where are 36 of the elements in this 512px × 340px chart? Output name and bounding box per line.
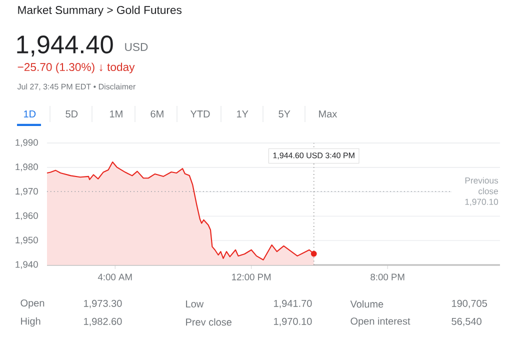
text: Low [186, 300, 204, 308]
y-tick-label: 1,970 [16, 188, 38, 196]
text: 1D [24, 110, 36, 118]
text: Open [20, 299, 44, 309]
text: 56,540 [452, 318, 482, 326]
text: 6M [150, 110, 164, 118]
text: Volume [350, 300, 384, 308]
chart-title: Market Summary > Gold Futures [18, 6, 182, 16]
text: 5D [66, 110, 78, 118]
text: Max [319, 110, 338, 118]
text: Open interest [350, 317, 410, 327]
text: 1,944.40 [17, 36, 113, 56]
text: YTD [190, 110, 210, 118]
text: 1,970.10 [274, 318, 312, 326]
ref-line-label: Previous close 1,970.10 [465, 177, 498, 206]
y-tick-label: 1,940 [16, 261, 38, 269]
x-tick-label: 12:00 PM [232, 274, 271, 280]
text: 1,941.70 [274, 300, 312, 308]
x-tick-label: 8:00 PM [370, 274, 404, 280]
text: 1M [110, 110, 122, 118]
text: 1Y [237, 110, 248, 118]
text: 190,705 [452, 300, 487, 308]
text: Jul 27, 3:45 PM EDT • Disclaimer [17, 84, 136, 90]
text: High [21, 317, 40, 327]
y-tick-label: 1,980 [16, 164, 38, 172]
text: 1,982.60 [84, 318, 122, 326]
text: Prev close [186, 318, 232, 326]
text: 1,973.30 [84, 300, 122, 308]
y-tick-label: 1,950 [16, 236, 38, 244]
y-tick-label: 1,960 [16, 212, 38, 220]
text: USD [125, 42, 148, 52]
y-tick-label: 1,990 [16, 139, 38, 147]
x-tick-label: 4:00 AM [98, 274, 132, 280]
annotation: 1,944.60 USD 3:40 PM [273, 152, 354, 160]
text: 5Y [278, 110, 290, 118]
text: −25.70 (1.30%) ↓ today [18, 62, 135, 74]
